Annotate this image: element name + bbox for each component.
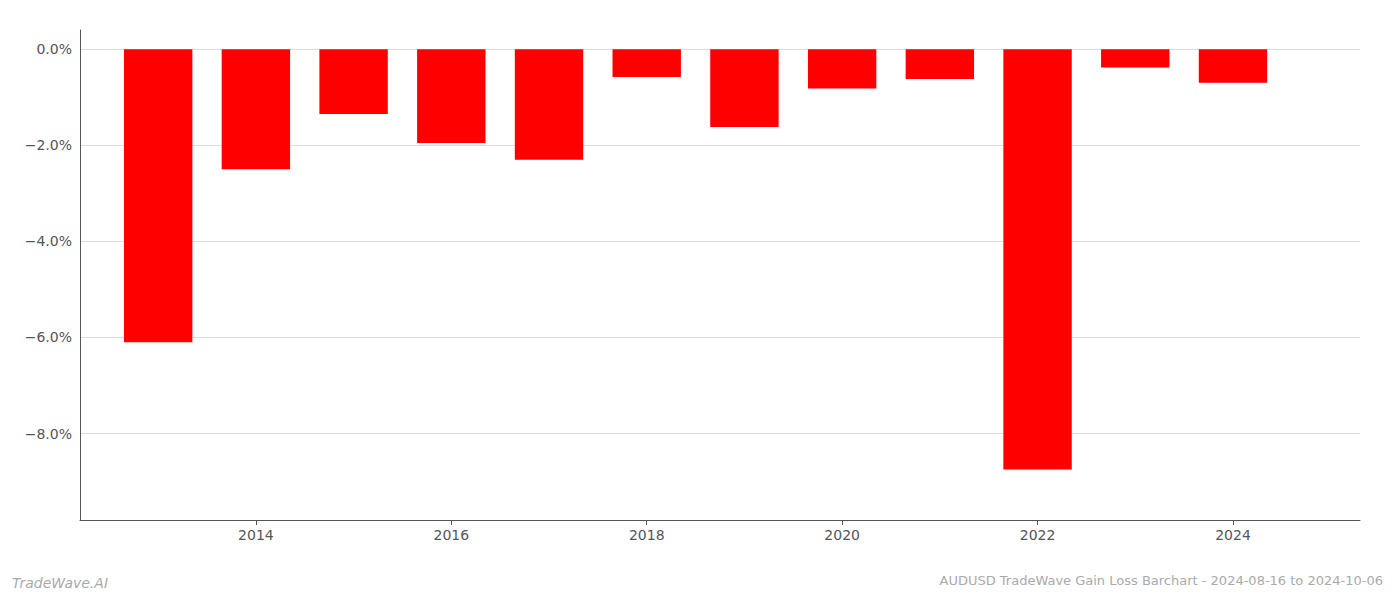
svg-text:−6.0%: −6.0% xyxy=(25,329,72,345)
svg-text:TradeWave.AI: TradeWave.AI xyxy=(12,575,108,591)
svg-text:−2.0%: −2.0% xyxy=(25,137,72,153)
svg-text:AUDUSD TradeWave Gain Loss Bar: AUDUSD TradeWave Gain Loss Barchart - 20… xyxy=(939,573,1383,588)
svg-text:2022: 2022 xyxy=(1020,527,1056,543)
svg-text:0.0%: 0.0% xyxy=(36,41,72,57)
svg-text:2018: 2018 xyxy=(629,527,665,543)
svg-text:−8.0%: −8.0% xyxy=(25,426,72,442)
svg-text:2024: 2024 xyxy=(1215,527,1251,543)
svg-text:−4.0%: −4.0% xyxy=(25,233,72,249)
svg-text:2020: 2020 xyxy=(824,527,860,543)
svg-text:2014: 2014 xyxy=(238,527,274,543)
svg-text:2016: 2016 xyxy=(433,527,469,543)
